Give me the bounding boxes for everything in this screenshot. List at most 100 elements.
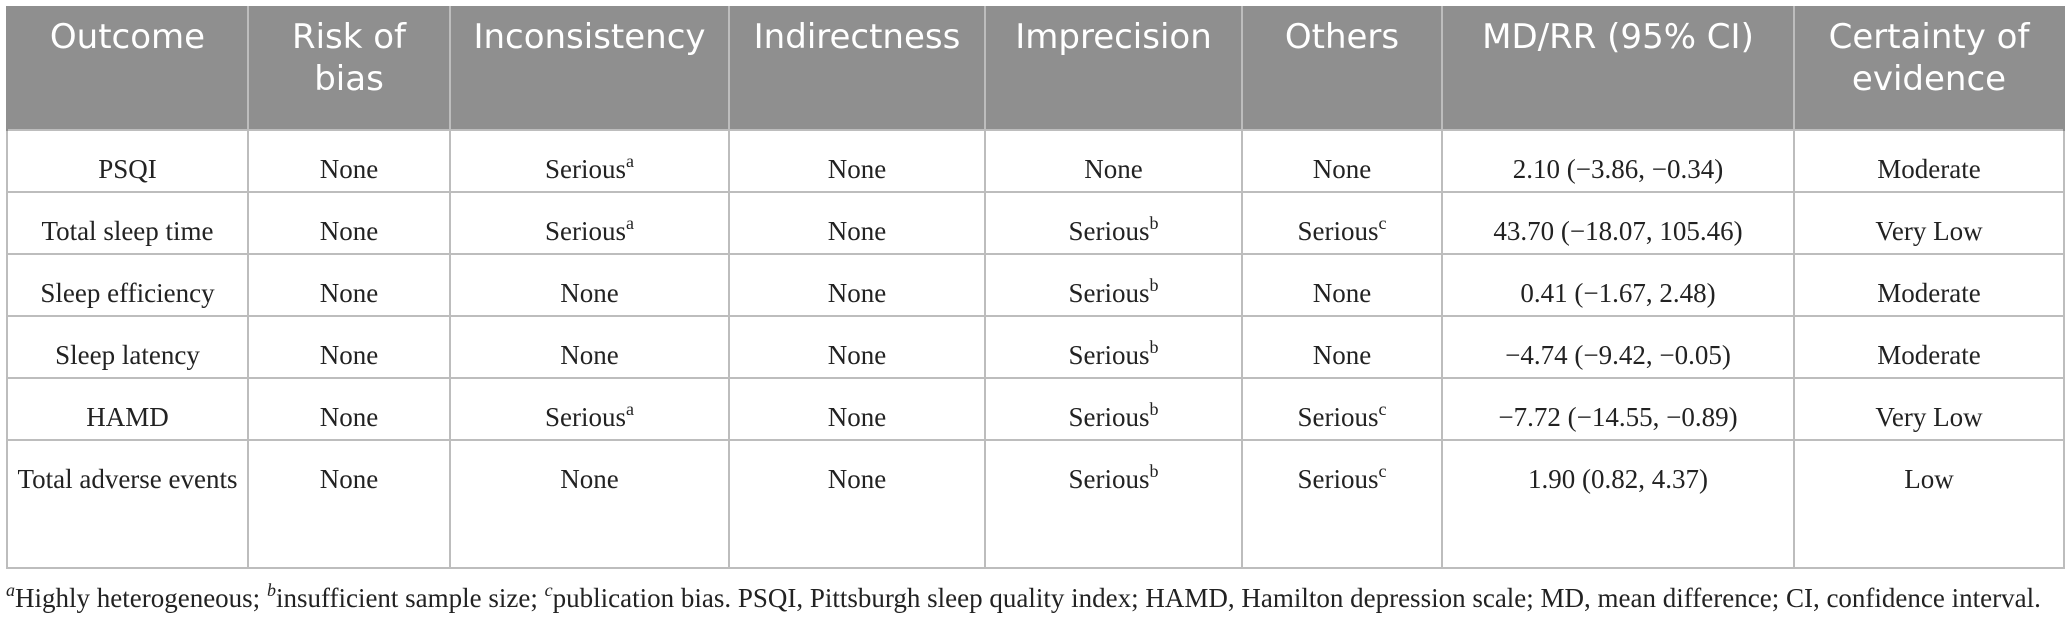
footnote-mark-a: a [6,580,15,600]
cell-inconsistency: None [449,439,730,569]
cell-value: None [1312,154,1372,184]
footnote-b-text: insufficient sample size; [275,583,545,613]
cell-value: Serious [1068,464,1150,494]
footnote-a-text: Highly heterogeneous; [15,583,267,613]
table-row: Total sleep time None Seriousa None Seri… [6,191,2065,255]
header-inconsistency: Inconsistency [449,6,730,130]
cell-effect: 2.10 (−3.86, −0.34) [1441,129,1795,193]
cell-effect: −4.74 (−9.42, −0.05) [1441,315,1795,379]
cell-inconsistency: None [449,253,730,317]
header-certainty: Certainty of evidence [1793,6,2065,130]
footnote-mark: b [1149,213,1159,233]
cell-certainty: Moderate [1793,315,2065,379]
cell-outcome: PSQI [6,129,249,193]
cell-certainty: Low [1793,439,2065,569]
footnote-mark: c [1378,213,1387,233]
cell-value: Serious [1297,464,1379,494]
cell-certainty: Moderate [1793,129,2065,193]
cell-effect: 43.70 (−18.07, 105.46) [1441,191,1795,255]
table-row: Total adverse events None None None Seri… [6,439,2065,569]
header-outcome: Outcome [6,6,249,130]
cell-certainty: Moderate [1793,253,2065,317]
cell-value: None [1312,340,1372,370]
cell-indirectness: None [728,129,986,193]
footnote-c-text: publication bias. PSQI, Pittsburgh sleep… [552,583,2041,613]
cell-inconsistency: Seriousa [449,377,730,441]
cell-effect: 0.41 (−1.67, 2.48) [1441,253,1795,317]
header-others: Others [1241,6,1443,130]
grade-evidence-table: Outcome Risk of bias Inconsistency Indir… [6,6,2065,569]
footnote-mark: c [1378,399,1387,419]
cell-value: Serious [1068,340,1150,370]
cell-risk-of-bias: None [247,377,451,441]
cell-value: Serious [1297,216,1379,246]
cell-inconsistency: Seriousa [449,191,730,255]
cell-risk-of-bias: None [247,129,451,193]
cell-others: Seriousc [1241,377,1443,441]
cell-outcome: Sleep efficiency [6,253,249,317]
cell-risk-of-bias: None [247,315,451,379]
cell-outcome: Total sleep time [6,191,249,255]
table-row: Sleep latency None None None Seriousb No… [6,315,2065,379]
footnote-mark: a [626,399,634,419]
evidence-table: Outcome Risk of bias Inconsistency Indir… [6,6,2065,569]
cell-imprecision: Seriousb [984,253,1243,317]
footnote-mark: b [1149,461,1159,481]
footnote-mark: b [1149,337,1159,357]
cell-risk-of-bias: None [247,191,451,255]
header-indirectness: Indirectness [728,6,986,130]
cell-indirectness: None [728,315,986,379]
cell-value: None [560,278,619,308]
cell-value: Serious [1068,402,1150,432]
cell-others: None [1241,129,1443,193]
header-row: Outcome Risk of bias Inconsistency Indir… [6,6,2065,130]
table-row: HAMD None Seriousa None Seriousb Serious… [6,377,2065,441]
header-effect: MD/RR (95% CI) [1441,6,1795,130]
cell-others: Seriousc [1241,439,1443,569]
cell-indirectness: None [728,191,986,255]
cell-value: None [1084,154,1143,184]
cell-imprecision: Seriousb [984,315,1243,379]
cell-inconsistency: Seriousa [449,129,730,193]
header-imprecision: Imprecision [984,6,1243,130]
cell-outcome: Sleep latency [6,315,249,379]
cell-value: None [1312,278,1372,308]
cell-certainty: Very Low [1793,377,2065,441]
cell-value: Serious [545,402,626,432]
cell-imprecision: Seriousb [984,439,1243,569]
cell-indirectness: None [728,377,986,441]
cell-imprecision: None [984,129,1243,193]
cell-certainty: Very Low [1793,191,2065,255]
cell-value: None [560,464,619,494]
cell-others: Seriousc [1241,191,1443,255]
cell-value: Serious [1297,402,1379,432]
cell-risk-of-bias: None [247,439,451,569]
cell-imprecision: Seriousb [984,191,1243,255]
footnote-mark: c [1378,461,1387,481]
cell-effect: 1.90 (0.82, 4.37) [1441,439,1795,569]
cell-indirectness: None [728,439,986,569]
footnote-mark: a [626,151,634,171]
cell-inconsistency: None [449,315,730,379]
table-row: PSQI None Seriousa None None None 2.10 (… [6,129,2065,193]
cell-outcome: Total adverse events [6,439,249,569]
cell-value: Serious [1068,216,1150,246]
cell-risk-of-bias: None [247,253,451,317]
cell-others: None [1241,315,1443,379]
cell-value: Serious [545,154,626,184]
cell-outcome: HAMD [6,377,249,441]
cell-others: None [1241,253,1443,317]
cell-value: Serious [1068,278,1150,308]
cell-value: Serious [545,216,626,246]
footnote-mark: b [1149,399,1159,419]
table-row: Sleep efficiency None None None Seriousb… [6,253,2065,317]
cell-value: None [560,340,619,370]
header-risk-of-bias: Risk of bias [247,6,451,130]
footnote-mark: a [626,213,634,233]
footnote-mark-c: c [544,580,553,600]
cell-indirectness: None [728,253,986,317]
cell-imprecision: Seriousb [984,377,1243,441]
table-footnote: aHighly heterogeneous; binsufficient sam… [6,580,2063,614]
footnote-mark: b [1149,275,1159,295]
cell-effect: −7.72 (−14.55, −0.89) [1441,377,1795,441]
